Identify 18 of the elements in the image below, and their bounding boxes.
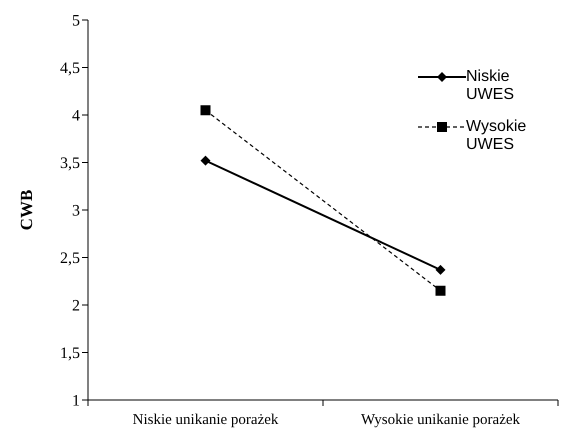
y-tick-label: 3 (72, 202, 80, 220)
point (436, 264, 446, 275)
y-tick-label: 1 (72, 392, 80, 410)
y-tick-label: 3,5 (60, 155, 80, 172)
y-axis-title: CWB (17, 190, 36, 230)
x-tick-label: Wysokie unikanie porażek (360, 412, 521, 428)
x-tick-label: Niskie unikanie porażek (132, 412, 279, 428)
point (200, 105, 210, 116)
y-tick-label: 1,5 (60, 345, 80, 362)
y-tick-label: 5 (72, 12, 80, 30)
legend-label: Niskie UWES (466, 68, 515, 104)
y-tick-label: 2,5 (60, 250, 80, 268)
point (436, 286, 446, 296)
point (200, 156, 210, 166)
y-tick-label: 4,5 (60, 60, 80, 78)
y-tick-label: 4 (72, 108, 80, 125)
y-tick-label: 2 (72, 298, 80, 315)
legend-label: Wysokie UWES (466, 118, 528, 154)
